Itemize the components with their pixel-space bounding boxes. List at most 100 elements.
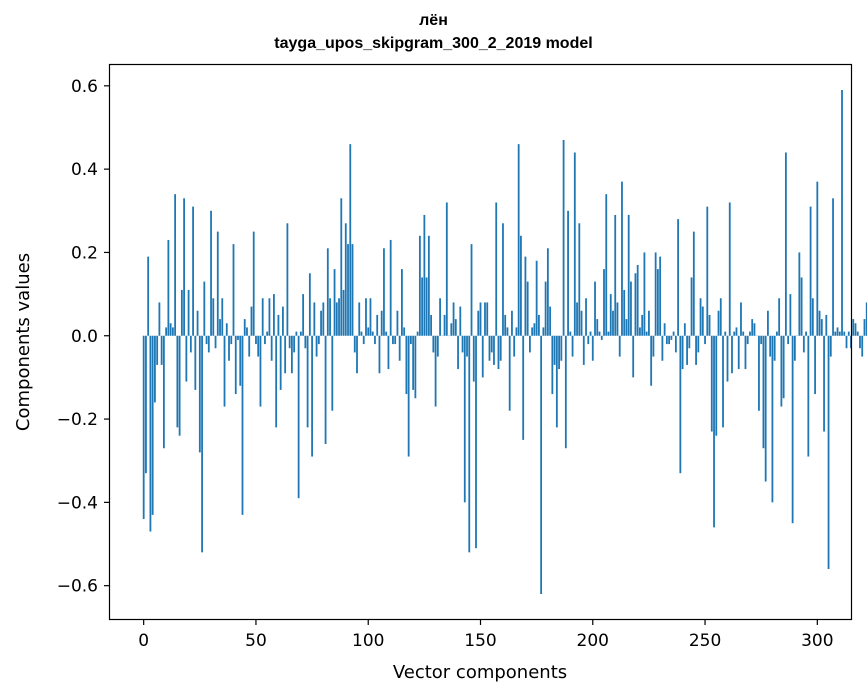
- y-tick-label: −0.4: [57, 493, 98, 513]
- bar-186: [560, 335, 563, 361]
- bar-4: [151, 335, 154, 515]
- bar-58: [273, 294, 275, 336]
- bar-28: [205, 335, 208, 345]
- bar-140: [457, 335, 459, 370]
- ticks-layer: 0 50 100 150 200 250 300 −0.6 −0.4 −0.2 0.0 0.2 0.4 0…: [57, 77, 834, 651]
- bar-143: [463, 335, 466, 503]
- bar-144: [466, 335, 468, 357]
- bar-18: [183, 198, 185, 336]
- bar-177: [540, 335, 543, 595]
- x-tick-label: 0: [138, 631, 149, 651]
- bar-196: [582, 335, 585, 365]
- chart-subtitle: tayga_upos_skipgram_300_2_2019 model: [274, 35, 593, 52]
- bar-292: [798, 252, 801, 336]
- bar-32: [214, 335, 217, 349]
- bar-217: [630, 281, 632, 336]
- bar-240: [681, 335, 684, 370]
- bar-119: [409, 335, 412, 345]
- bar-148: [475, 335, 477, 549]
- bar-153: [486, 302, 489, 336]
- bar-266: [740, 302, 742, 336]
- bar-7: [158, 302, 161, 336]
- bar-239: [679, 335, 682, 474]
- bar-304: [825, 314, 828, 336]
- bar-209: [612, 310, 614, 336]
- bar-232: [663, 323, 666, 336]
- bar-33: [216, 231, 219, 336]
- bar-109: [387, 335, 390, 370]
- y-tick-label: 0.0: [71, 327, 98, 347]
- bar-294: [802, 335, 805, 353]
- x-tick-label: 200: [577, 631, 609, 651]
- bar-215: [625, 319, 628, 336]
- bar-160: [502, 223, 504, 336]
- bar-261: [728, 202, 731, 336]
- bar-284: [780, 335, 783, 407]
- bar-14: [174, 194, 177, 336]
- bar-263: [733, 331, 736, 336]
- bar-62: [282, 306, 284, 336]
- bar-246: [695, 335, 697, 365]
- bar-251: [706, 206, 709, 336]
- bar-113: [396, 310, 399, 336]
- bar-21: [189, 335, 192, 353]
- bar-212: [618, 335, 621, 357]
- bar-221: [639, 327, 641, 336]
- bar-77: [315, 335, 318, 357]
- bar-123: [418, 235, 421, 336]
- bar-75: [311, 335, 313, 457]
- bar-15: [176, 335, 179, 428]
- bar-2: [147, 256, 150, 336]
- bar-0: [142, 335, 145, 520]
- bar-29: [207, 335, 210, 353]
- bar-184: [555, 335, 558, 428]
- bar-128: [430, 314, 432, 336]
- y-tick-label: 0.2: [71, 243, 98, 263]
- bar-258: [722, 335, 724, 428]
- bar-6: [156, 335, 159, 365]
- bar-56: [268, 298, 271, 336]
- bar-110: [389, 239, 392, 336]
- bar-13: [171, 327, 174, 336]
- bar-39: [230, 335, 233, 345]
- bar-115: [401, 269, 403, 336]
- bar-293: [800, 277, 803, 336]
- bar-214: [623, 289, 626, 336]
- bar-241: [683, 323, 686, 336]
- bar-40: [232, 244, 235, 336]
- bar-11: [167, 239, 170, 336]
- bar-199: [589, 331, 592, 336]
- bar-180: [546, 248, 549, 336]
- bar-197: [585, 298, 587, 336]
- bar-244: [690, 277, 693, 336]
- bar-316: [852, 319, 855, 336]
- x-tick-label: 300: [801, 631, 833, 651]
- bar-228: [654, 252, 657, 336]
- bars-layer: [142, 89, 867, 595]
- bar-297: [809, 206, 812, 336]
- bar-90: [344, 223, 347, 336]
- bar-318: [856, 331, 859, 336]
- bar-234: [668, 335, 671, 345]
- bar-81: [324, 335, 327, 445]
- bar-138: [452, 302, 455, 336]
- bar-309: [836, 327, 839, 336]
- bar-145: [468, 335, 471, 553]
- bar-172: [529, 335, 531, 353]
- bar-271: [751, 319, 754, 336]
- bar-31: [212, 298, 215, 336]
- bar-102: [371, 331, 374, 336]
- bar-23: [194, 335, 197, 390]
- bar-76: [313, 302, 316, 336]
- bar-176: [537, 314, 540, 336]
- bar-157: [495, 202, 498, 336]
- bar-222: [641, 314, 644, 336]
- bar-147: [472, 335, 475, 382]
- bar-190: [569, 331, 572, 336]
- bar-179: [544, 281, 547, 336]
- bar-289: [791, 335, 794, 524]
- bar-72: [304, 335, 307, 349]
- bar-89: [342, 289, 345, 336]
- bar-104: [376, 314, 379, 336]
